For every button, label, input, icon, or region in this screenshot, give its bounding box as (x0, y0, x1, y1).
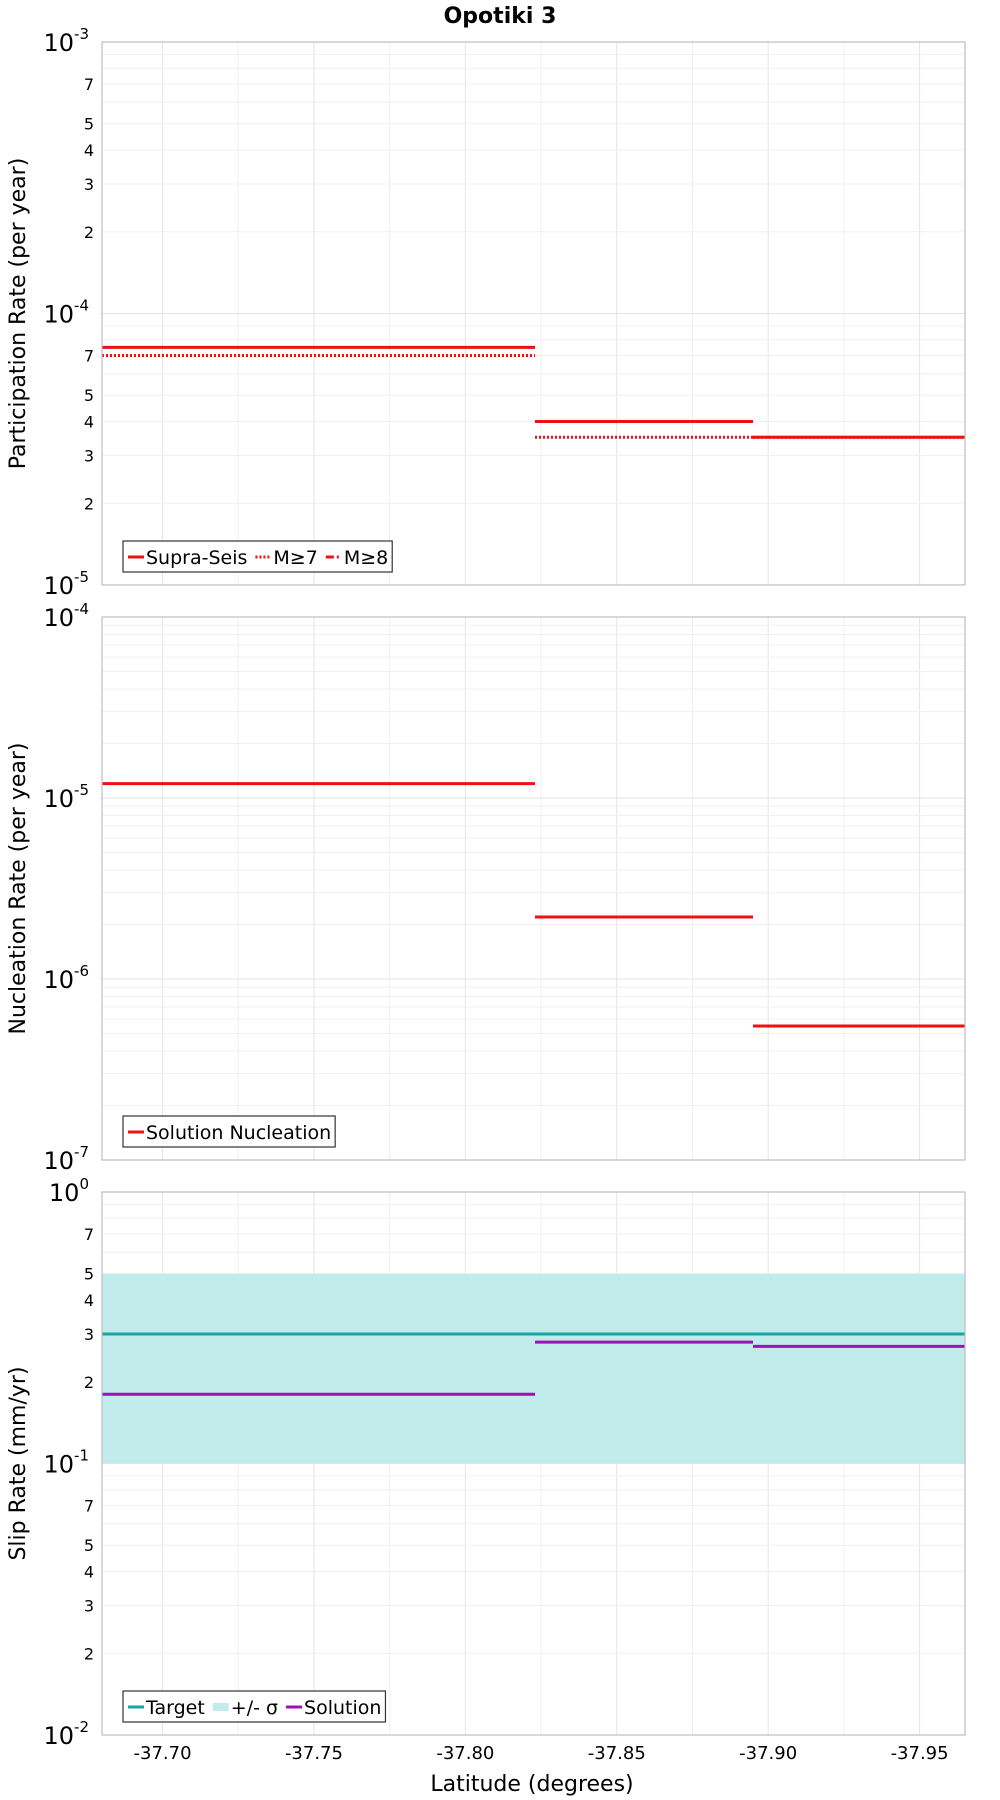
x-tick-label: -37.80 (436, 1743, 494, 1764)
y-tick-label-minor: 7 (84, 347, 94, 366)
legend: Solution Nucleation (122, 1115, 336, 1148)
x-gridlines (162, 617, 921, 1160)
y-gridlines (102, 41, 965, 586)
x-tick-labels: -37.70 -37.75 -37.80 -37.85 -37.90 -37.95 (134, 1743, 949, 1764)
x-tick-label: -37.90 (739, 1743, 797, 1764)
legend-box (122, 1115, 336, 1148)
y-tick-label-minor: 4 (84, 413, 94, 432)
y-tick-label-minor: 3 (84, 1596, 94, 1615)
y-tick-labels: 10-5 2 3 4 5 7 10-4 2 3 4 5 7 10-3 (43, 25, 94, 600)
legend-box (122, 1690, 387, 1723)
legend-entry: M≥8 (344, 547, 388, 569)
data-layer (102, 345, 965, 439)
plot-frame (101, 41, 966, 586)
y-axis-label: Participation Rate (per year) (6, 158, 31, 470)
data-layer (102, 782, 965, 1028)
y-tick-label: 100 (49, 1175, 89, 1207)
y-tick-label-minor: 5 (84, 1536, 94, 1555)
y-tick-label-minor: 4 (84, 141, 94, 160)
data-layer (102, 1273, 965, 1464)
y-tick-label: 10-5 (43, 781, 89, 813)
x-tick-label: -37.70 (134, 1743, 192, 1764)
y-tick-labels: 10-7 10-6 10-5 10-4 (43, 600, 89, 1175)
chart-title: Opotiki 3 (444, 4, 557, 29)
slip-rate-panel: 10-2 2 3 4 5 7 10-1 2 3 4 5 7 100 Slip Rate (mm/yr) Ta… (6, 1175, 966, 1750)
y-tick-label-minor: 3 (84, 446, 94, 465)
y-tick-label: 10-5 (43, 568, 89, 600)
y-tick-label-minor: 7 (84, 1225, 94, 1244)
x-tick-label: -37.85 (588, 1743, 646, 1764)
y-tick-label-minor: 7 (84, 1497, 94, 1516)
y-tick-label-minor: 2 (84, 1644, 94, 1663)
y-tick-label-minor: 3 (84, 1325, 94, 1344)
y-tick-label: 10-1 (43, 1447, 89, 1479)
y-tick-label-minor: 2 (84, 223, 94, 242)
y-tick-label: 10-6 (43, 962, 89, 994)
y-tick-label-minor: 5 (84, 1265, 94, 1284)
legend-entry: +/- σ (231, 1697, 278, 1719)
y-tick-label: 10-7 (43, 1143, 89, 1175)
legend: Target +/- σ Solution (122, 1690, 387, 1723)
y-tick-label: 10-2 (43, 1718, 89, 1750)
participation-panel: 10-5 2 3 4 5 7 10-4 2 3 4 5 7 10-3 Participation Rate… (6, 25, 966, 600)
x-tick-label: -37.95 (891, 1743, 949, 1764)
y-tick-label-minor: 4 (84, 1563, 94, 1582)
y-tick-label-minor: 5 (84, 115, 94, 134)
y-tick-label-minor: 5 (84, 386, 94, 405)
legend-entry: Solution (304, 1697, 381, 1719)
plot-frame (101, 1191, 966, 1736)
legend-entry: M≥7 (273, 547, 317, 569)
legend: Supra-Seis M≥7 M≥8 (122, 540, 393, 573)
y-tick-label-minor: 2 (84, 494, 94, 513)
legend-entry: Supra-Seis (146, 547, 247, 569)
y-tick-label: 10-4 (43, 297, 89, 329)
x-tick-label: -37.75 (285, 1743, 343, 1764)
nucleation-panel: 10-7 10-6 10-5 10-4 Nucleation Rate (per yea… (6, 600, 966, 1175)
y-tick-label-minor: 4 (84, 1291, 94, 1310)
legend-entry: Solution Nucleation (146, 1122, 331, 1144)
y-tick-label: 10-3 (43, 25, 89, 57)
legend-entry: Target (145, 1697, 205, 1719)
y-gridlines (102, 616, 965, 1161)
y-tick-label-minor: 2 (84, 1373, 94, 1392)
plot-frame (101, 616, 966, 1161)
y-axis-label: Nucleation Rate (per year) (6, 743, 31, 1035)
y-tick-label-minor: 7 (84, 75, 94, 94)
x-axis-label: Latitude (degrees) (430, 1772, 633, 1797)
y-tick-label: 10-4 (43, 600, 89, 632)
legend-swatch (212, 1703, 229, 1711)
legend-box (122, 540, 393, 573)
sigma-band (102, 1273, 965, 1464)
y-tick-labels: 10-2 2 3 4 5 7 10-1 2 3 4 5 7 100 (43, 1175, 94, 1750)
y-tick-label-minor: 3 (84, 175, 94, 194)
y-axis-label: Slip Rate (mm/yr) (6, 1366, 31, 1560)
